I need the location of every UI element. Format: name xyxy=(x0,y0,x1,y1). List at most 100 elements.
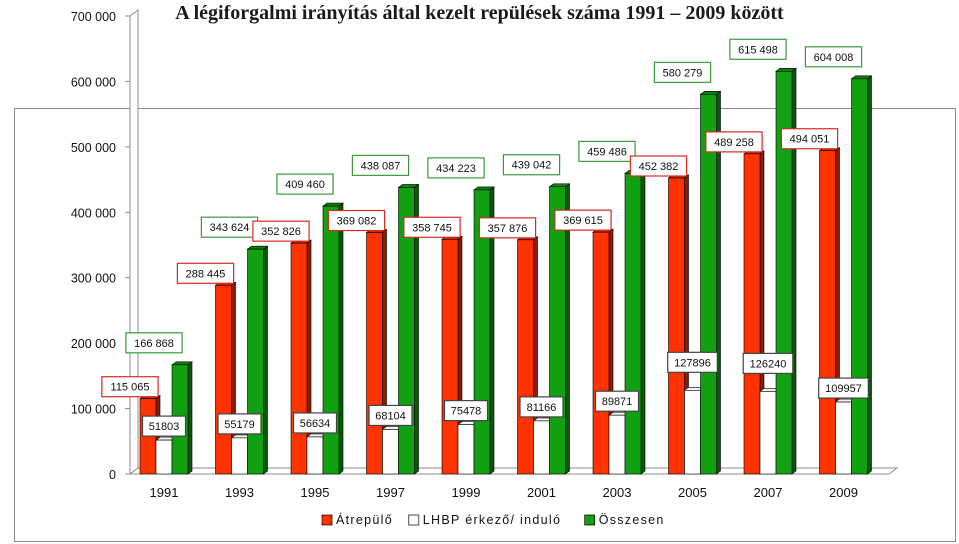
data-label: 55179 xyxy=(224,419,255,431)
data-label-box xyxy=(804,46,863,68)
data-label-box xyxy=(101,376,159,398)
x-tick-label: 1991 xyxy=(150,485,179,500)
bar-lhbp-1999 xyxy=(457,424,475,475)
data-label: 68104 xyxy=(375,410,406,422)
y-tick-label: 700 000 xyxy=(71,10,116,24)
bar-side xyxy=(640,169,646,475)
data-label-box xyxy=(653,61,712,83)
bar-top xyxy=(775,67,797,72)
bar-lhbp-1993 xyxy=(231,437,248,475)
bar-top xyxy=(171,361,193,366)
data-label: 81166 xyxy=(527,402,557,414)
data-label-box xyxy=(742,352,794,375)
data-label: 115 065 xyxy=(111,382,150,394)
bar-atrepulo-2003 xyxy=(592,231,610,475)
x-tick-label: 2001 xyxy=(527,485,556,500)
bar-lhbp-1995 xyxy=(306,436,324,475)
y-tick-label: 600 000 xyxy=(71,75,116,89)
x-tick-label: 2003 xyxy=(603,485,632,500)
data-label: 489 258 xyxy=(714,137,754,149)
bar-lhbp-1997 xyxy=(382,429,399,475)
x-tick-label: 1999 xyxy=(452,485,481,500)
y-tick-label: 500 000 xyxy=(71,141,116,155)
legend-label-atrepulo: Átrepülő xyxy=(336,512,393,527)
bar-lhbp-2001 xyxy=(533,420,550,475)
x-tick-label: 2005 xyxy=(678,485,707,500)
legend-swatch-lhbp xyxy=(408,514,420,526)
data-label: 409 460 xyxy=(285,179,325,191)
bar-atrepulo-2005 xyxy=(668,177,685,475)
data-label: 166 868 xyxy=(134,338,174,350)
x-tick-label: 2009 xyxy=(829,485,858,500)
bar-top xyxy=(850,75,873,80)
data-label-box xyxy=(502,154,561,176)
bar-lhbp-2007 xyxy=(759,391,777,475)
bar-osszesen-1997 xyxy=(398,187,415,475)
data-label: 494 051 xyxy=(790,134,830,146)
y-tick-label: 200 000 xyxy=(71,337,116,351)
bar-atrepulo-2007 xyxy=(743,153,761,475)
bar-osszesen-2005 xyxy=(700,94,717,475)
bar-osszesen-2003 xyxy=(624,173,642,475)
bar-osszesen-1993 xyxy=(247,248,264,475)
bar-top xyxy=(548,183,571,188)
data-label-box xyxy=(729,38,787,60)
data-label-box xyxy=(292,412,338,434)
bar-osszesen-2009 xyxy=(851,78,868,475)
data-label-box xyxy=(519,396,564,418)
x-tick-label: 2007 xyxy=(754,485,783,500)
data-label-box xyxy=(351,154,410,176)
bar-lhbp-2003 xyxy=(608,414,626,475)
data-label: 459 486 xyxy=(587,146,627,158)
legend-swatch-atrepulo xyxy=(321,514,333,526)
legend-swatch-osszesen xyxy=(584,514,596,526)
bar-lhbp-2009 xyxy=(835,401,852,475)
bar-side xyxy=(263,245,268,475)
bar-top xyxy=(699,91,722,95)
data-label: 288 445 xyxy=(186,268,226,280)
data-label-box xyxy=(578,140,636,162)
data-label: 127896 xyxy=(674,357,711,369)
data-label: 369 615 xyxy=(563,215,603,227)
y-tick-label: 0 xyxy=(109,468,116,482)
data-label: 439 042 xyxy=(512,160,552,172)
chart-title: A légiforgalmi irányítás által kezelt re… xyxy=(175,2,784,24)
data-label-box xyxy=(818,377,869,399)
legend-label-osszesen: Összesen xyxy=(599,513,665,527)
bar-atrepulo-1997 xyxy=(366,232,383,475)
bar-top xyxy=(322,202,344,207)
bar-side xyxy=(867,75,872,475)
chart-area xyxy=(14,108,956,542)
legend-label-lhbp: LHBP érkező/ induló xyxy=(423,513,561,527)
bar-top xyxy=(473,186,495,191)
bar-top xyxy=(246,245,269,250)
data-label-box xyxy=(478,217,537,239)
data-label: 604 008 xyxy=(814,52,854,64)
bar-lhbp-2005 xyxy=(684,390,701,475)
bar-lhbp-1991 xyxy=(155,439,173,475)
y-tick-label: 300 000 xyxy=(71,272,116,286)
y-tick-label: 400 000 xyxy=(71,206,116,220)
bar-atrepulo-1993 xyxy=(215,284,232,475)
data-label-box xyxy=(629,155,688,177)
data-label: 358 745 xyxy=(412,222,452,234)
data-label-box xyxy=(705,131,763,153)
data-label: 109957 xyxy=(825,383,862,395)
data-label-box xyxy=(252,220,310,242)
data-label: 56634 xyxy=(300,418,331,430)
bar-atrepulo-1999 xyxy=(441,238,459,475)
data-label-box xyxy=(403,216,461,238)
data-label: 580 279 xyxy=(663,67,703,79)
data-label: 357 876 xyxy=(488,223,528,235)
data-label-box xyxy=(427,157,485,179)
data-label: 452 382 xyxy=(639,161,679,173)
side-wall xyxy=(129,9,139,475)
bar-atrepulo-2001 xyxy=(517,239,534,475)
data-label: 89871 xyxy=(602,396,633,408)
bar-side xyxy=(338,202,344,475)
bar-top xyxy=(397,184,420,188)
data-label-box xyxy=(780,128,839,150)
data-label-box xyxy=(368,404,413,427)
data-label: 615 498 xyxy=(738,44,778,56)
data-label: 126240 xyxy=(750,358,787,370)
